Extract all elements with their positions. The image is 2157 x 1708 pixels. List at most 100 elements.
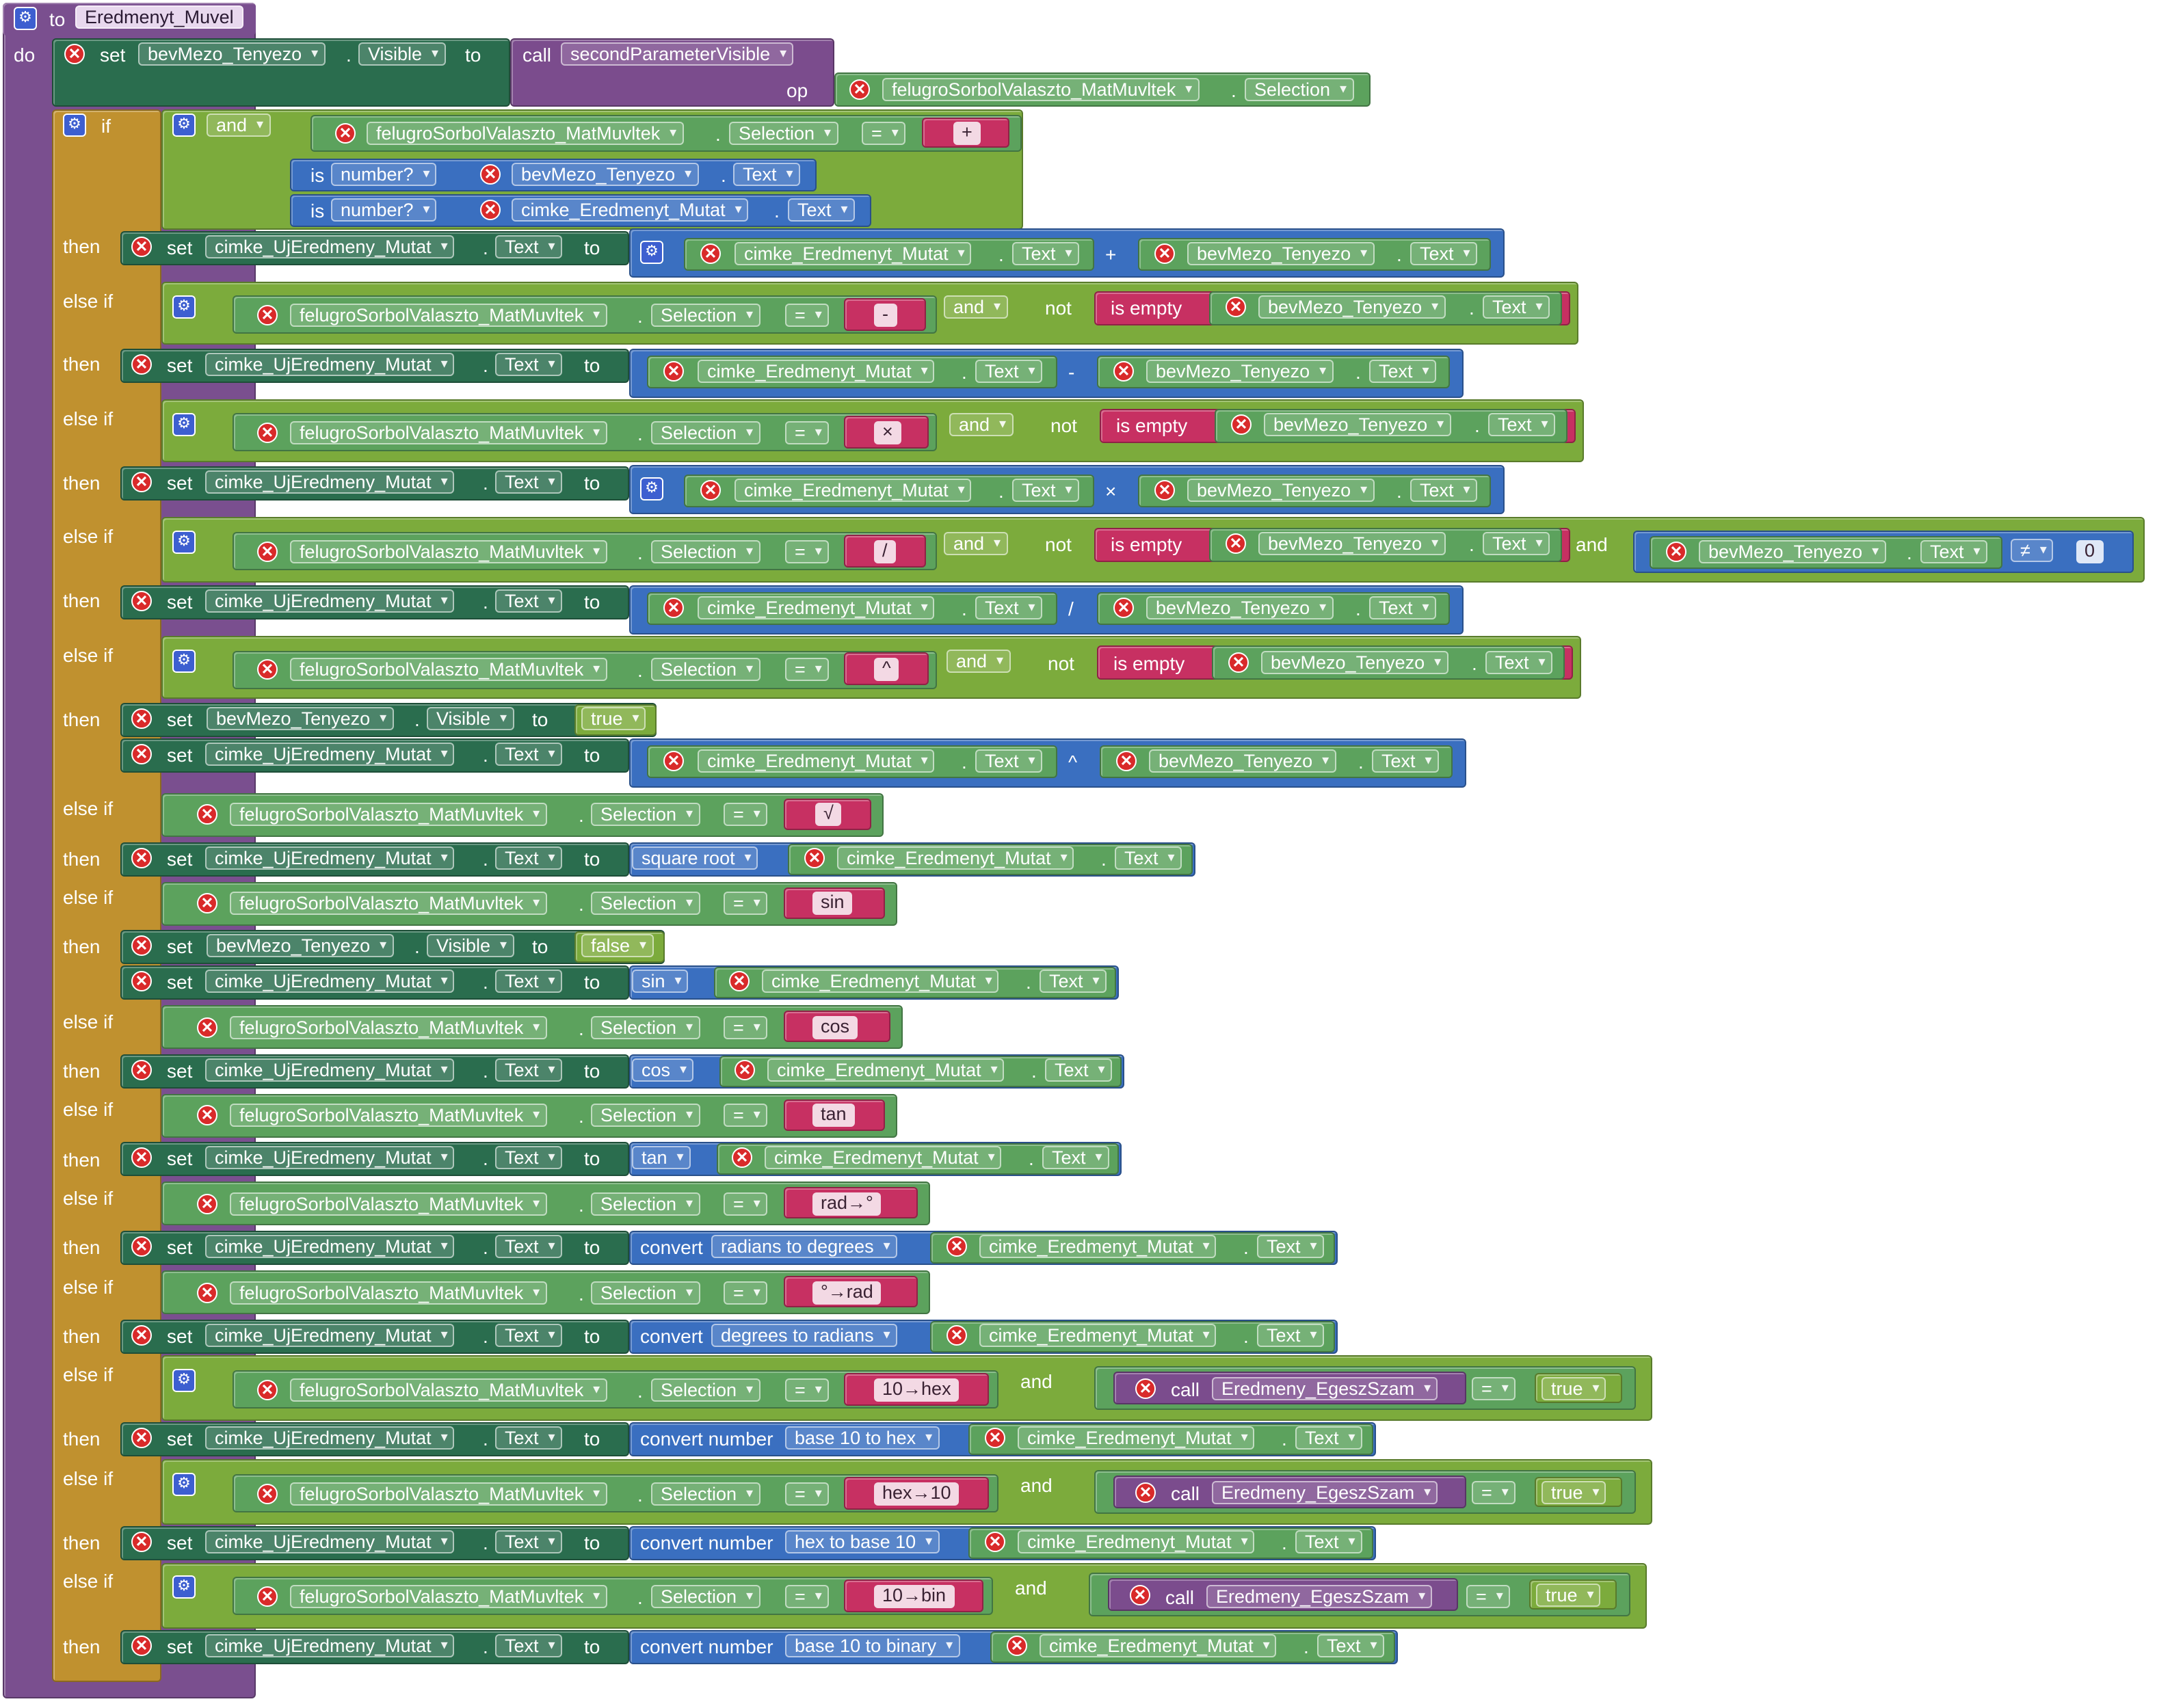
boolean-dropdown[interactable]: true — [581, 707, 646, 730]
property-dropdown[interactable]: Text — [1257, 1235, 1324, 1258]
component-dropdown[interactable]: cimke_Eredmenyt_Mutat — [979, 1324, 1217, 1347]
operator-dropdown[interactable]: = — [724, 1104, 767, 1127]
component-dropdown[interactable]: bevMezo_Tenyezo — [1261, 651, 1448, 674]
component-dropdown[interactable]: felugroSorbolValaszto_MatMuvltek — [230, 803, 547, 826]
component-dropdown[interactable]: felugroSorbolValaszto_MatMuvltek — [230, 1016, 547, 1039]
component-dropdown[interactable]: cimke_UjEredmeny_Mutat — [205, 743, 455, 766]
component-dropdown[interactable]: cimke_Eredmenyt_Mutat — [698, 749, 935, 773]
gear-icon[interactable]: ⚙ — [172, 1575, 196, 1599]
property-dropdown[interactable]: Text — [1012, 479, 1079, 502]
conversion-dropdown[interactable]: radians to degrees — [711, 1235, 897, 1258]
and-dropdown[interactable]: and — [944, 295, 1008, 319]
property-dropdown[interactable]: Text — [495, 743, 562, 766]
property-dropdown[interactable]: Text — [1045, 1058, 1112, 1082]
procedure-dropdown[interactable]: Eredmeny_EgeszSzam — [1206, 1585, 1433, 1608]
component-dropdown[interactable]: cimke_UjEredmeny_Mutat — [205, 846, 455, 870]
operator-dropdown[interactable]: = — [785, 1482, 829, 1506]
component-dropdown[interactable]: felugroSorbolValaszto_MatMuvltek — [290, 658, 607, 681]
property-dropdown[interactable]: Text — [788, 198, 855, 222]
component-dropdown[interactable]: cimke_UjEredmeny_Mutat — [205, 1058, 455, 1082]
component-dropdown[interactable]: cimke_UjEredmeny_Mutat — [205, 1530, 455, 1553]
text-value[interactable]: √ — [815, 803, 842, 826]
property-dropdown[interactable]: Text — [975, 596, 1042, 619]
component-dropdown[interactable]: cimke_UjEredmeny_Mutat — [205, 1235, 455, 1258]
property-dropdown[interactable]: Selection — [651, 304, 760, 327]
text-value[interactable]: × — [874, 421, 901, 444]
component-dropdown[interactable]: cimke_Eredmenyt_Mutat — [767, 1058, 1005, 1082]
property-dropdown[interactable]: Text — [975, 749, 1042, 773]
component-dropdown[interactable]: bevMezo_Tenyezo — [207, 934, 394, 957]
component-dropdown[interactable]: cimke_Eredmenyt_Mutat — [1018, 1530, 1255, 1553]
procedure-dropdown[interactable]: Eredmeny_EgeszSzam — [1212, 1481, 1438, 1504]
property-dropdown[interactable]: Text — [495, 353, 562, 376]
operator-dropdown[interactable]: = — [785, 1585, 829, 1608]
component-dropdown[interactable]: cimke_UjEredmeny_Mutat — [205, 470, 455, 494]
text-value[interactable]: 10→hex — [874, 1378, 960, 1402]
conversion-dropdown[interactable]: base 10 to binary — [785, 1634, 960, 1657]
property-dropdown[interactable]: Selection — [729, 122, 838, 145]
operator-dropdown[interactable]: = — [724, 803, 767, 826]
property-dropdown[interactable]: Selection — [651, 421, 760, 444]
component-dropdown[interactable]: cimke_Eredmenyt_Mutat — [979, 1235, 1217, 1258]
boolean-dropdown[interactable]: true — [1541, 1481, 1606, 1504]
component-dropdown[interactable]: felugroSorbolValaszto_MatMuvltek — [290, 421, 607, 444]
component-dropdown[interactable]: cimke_UjEredmeny_Mutat — [205, 1634, 455, 1657]
component-dropdown[interactable]: cimke_UjEredmeny_Mutat — [205, 970, 455, 993]
operator-dropdown[interactable]: = — [1466, 1585, 1510, 1608]
number-literal[interactable]: 0 — [2076, 540, 2104, 563]
property-dropdown[interactable]: Visible — [358, 42, 446, 66]
property-dropdown[interactable]: Selection — [591, 803, 700, 826]
function-dropdown[interactable]: square root — [632, 846, 758, 870]
conversion-dropdown[interactable]: base 10 to hex — [785, 1426, 940, 1450]
property-dropdown[interactable]: Text — [1372, 749, 1439, 773]
property-dropdown[interactable]: Text — [495, 1146, 562, 1169]
property-dropdown[interactable]: Selection — [651, 540, 760, 563]
component-dropdown[interactable]: bevMezo_Tenyezo — [1258, 295, 1446, 319]
property-dropdown[interactable]: Text — [495, 1324, 562, 1347]
text-value[interactable]: sin — [812, 892, 853, 915]
function-dropdown[interactable]: tan — [632, 1146, 691, 1169]
text-value[interactable]: / — [874, 540, 896, 563]
and-dropdown[interactable]: and — [949, 413, 1014, 436]
component-dropdown[interactable]: cimke_UjEredmeny_Mutat — [205, 1324, 455, 1347]
gear-icon[interactable]: ⚙ — [172, 531, 196, 554]
component-dropdown[interactable]: cimke_Eredmenyt_Mutat — [512, 198, 749, 222]
property-dropdown[interactable]: Text — [1483, 295, 1550, 319]
procedure-dropdown[interactable]: secondParameterVisible — [561, 42, 794, 66]
property-dropdown[interactable]: Text — [1012, 242, 1079, 265]
component-dropdown[interactable]: cimke_UjEredmeny_Mutat — [205, 353, 455, 376]
function-dropdown[interactable]: cos — [632, 1058, 694, 1082]
gear-icon[interactable]: ⚙ — [172, 413, 196, 436]
text-value[interactable]: ^ — [874, 658, 899, 681]
property-dropdown[interactable]: Text — [975, 360, 1042, 383]
component-dropdown[interactable]: felugroSorbolValaszto_MatMuvltek — [290, 540, 607, 563]
operator-dropdown[interactable]: = — [724, 1016, 767, 1039]
operator-dropdown[interactable]: = — [862, 122, 905, 145]
component-dropdown[interactable]: bevMezo_Tenyezo — [1187, 479, 1375, 502]
component-dropdown[interactable]: felugroSorbolValaszto_MatMuvltek — [230, 1281, 547, 1305]
property-dropdown[interactable]: Text — [1920, 540, 1987, 563]
property-dropdown[interactable]: Text — [495, 1058, 562, 1082]
component-dropdown[interactable]: felugroSorbolValaszto_MatMuvltek — [290, 1585, 607, 1608]
property-dropdown[interactable]: Text — [1317, 1634, 1384, 1657]
component-dropdown[interactable]: cimke_Eredmenyt_Mutat — [735, 242, 972, 265]
component-dropdown[interactable]: bevMezo_Tenyezo — [207, 707, 394, 730]
property-dropdown[interactable]: Visible — [427, 707, 514, 730]
gear-icon[interactable]: ⚙ — [640, 241, 663, 264]
conversion-dropdown[interactable]: degrees to radians — [711, 1324, 897, 1347]
property-dropdown[interactable]: Text — [1485, 651, 1552, 674]
boolean-dropdown[interactable]: true — [1541, 1377, 1606, 1400]
property-dropdown[interactable]: Selection — [651, 1378, 760, 1402]
property-dropdown[interactable]: Selection — [651, 1585, 760, 1608]
property-dropdown[interactable]: Text — [1488, 413, 1555, 436]
conversion-dropdown[interactable]: hex to base 10 — [785, 1530, 940, 1553]
component-dropdown[interactable]: bevMezo_Tenyezo — [1146, 360, 1334, 383]
property-dropdown[interactable]: Visible — [427, 934, 514, 957]
property-dropdown[interactable]: Text — [1115, 846, 1182, 870]
gear-icon[interactable]: ⚙ — [640, 477, 663, 501]
operator-dropdown[interactable]: = — [785, 304, 829, 327]
property-dropdown[interactable]: Text — [733, 163, 800, 186]
component-dropdown[interactable]: bevMezo_Tenyezo — [512, 163, 699, 186]
property-dropdown[interactable]: Text — [1040, 970, 1107, 993]
property-dropdown[interactable]: Text — [1257, 1324, 1324, 1347]
